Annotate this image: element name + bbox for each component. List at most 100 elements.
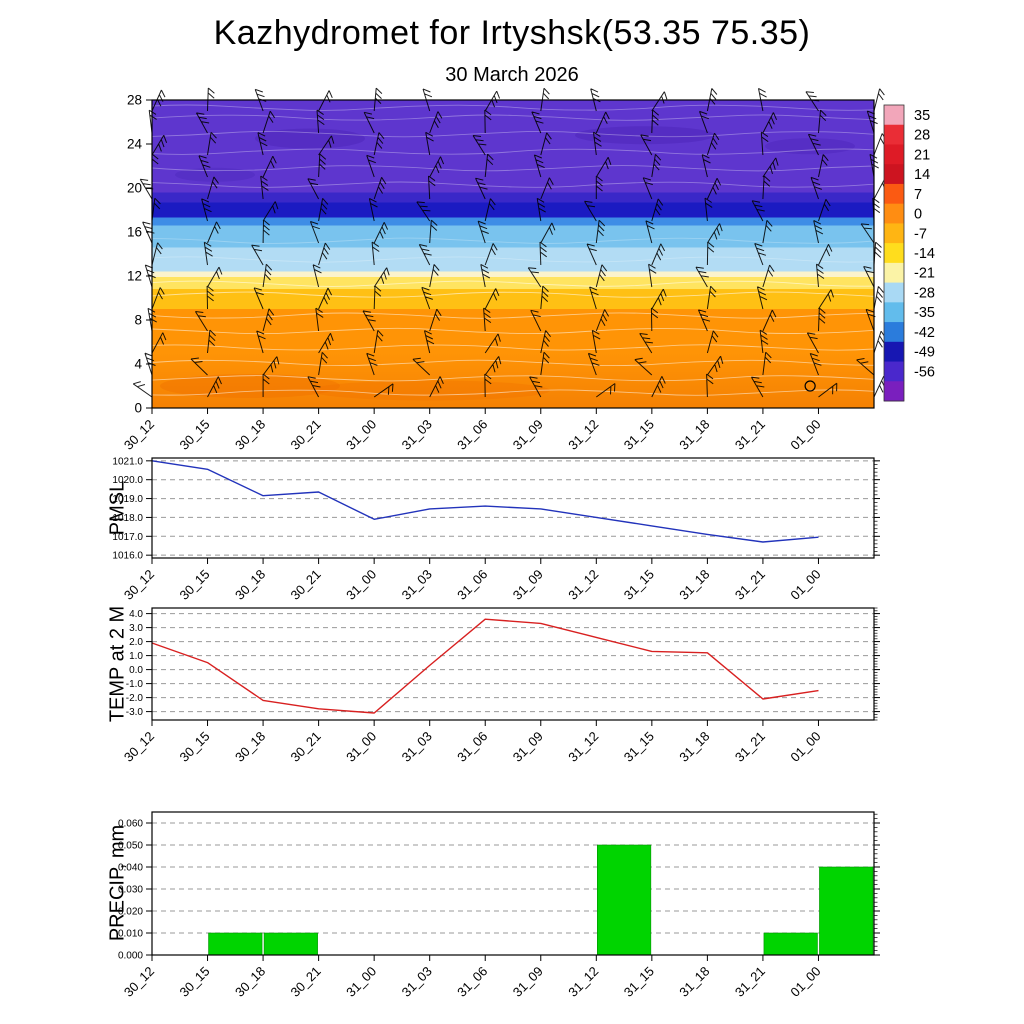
colorbar-label: -21 xyxy=(914,266,935,282)
x-tick-label: 31_09 xyxy=(510,567,546,603)
x-tick-label: 31_09 xyxy=(510,729,546,765)
x-tick-label: 31_18 xyxy=(676,417,712,453)
colorbar-label: -35 xyxy=(914,305,935,321)
colorbar-segment xyxy=(884,361,904,382)
y-tick-label: 0.050 xyxy=(118,841,143,852)
x-tick-label: 31_12 xyxy=(565,729,601,765)
x-tick-label: 31_15 xyxy=(621,417,657,453)
x-tick-label: 30_15 xyxy=(176,729,212,765)
contour-line xyxy=(151,312,875,319)
temp-at-2-m-series-line xyxy=(151,618,819,714)
colorbar-label: 35 xyxy=(914,108,930,124)
y-tick-label: 8 xyxy=(134,313,142,328)
colorbar-label: -28 xyxy=(914,285,935,301)
contour-line xyxy=(151,165,875,172)
x-tick-label: 01_00 xyxy=(787,567,823,603)
y-tick-label: 4 xyxy=(134,357,142,372)
y-tick-label: 1017.0 xyxy=(112,532,143,543)
x-tick-label: 31_21 xyxy=(732,729,768,765)
colorbar-label: 28 xyxy=(914,128,930,144)
x-tick-label: 01_00 xyxy=(787,417,823,453)
page-title: Kazhydromet for Irtyshsk(53.35 75.35) xyxy=(213,14,811,52)
x-tick-label: 31_18 xyxy=(676,964,712,1000)
colorbar-label: 21 xyxy=(914,147,930,163)
colorbar-label: -14 xyxy=(914,246,935,262)
panel-border xyxy=(151,607,875,721)
y-tick-label: 1020.0 xyxy=(112,475,143,486)
precip-bar xyxy=(819,866,874,956)
purple-patch xyxy=(765,138,855,155)
y-tick-label: 0.060 xyxy=(118,819,143,830)
colorbar-segment xyxy=(884,183,904,205)
x-tick-label: 30_18 xyxy=(232,567,268,603)
colorbar-segment xyxy=(884,282,904,303)
colorbar-border xyxy=(883,104,905,402)
x-tick-label: 31_00 xyxy=(343,567,379,603)
x-tick-label: 31_06 xyxy=(454,567,490,603)
colorbar-segment xyxy=(884,144,904,165)
x-tick-label: 31_03 xyxy=(399,964,435,1000)
x-tick-label: 31_06 xyxy=(454,729,490,765)
x-tick-label: 30_18 xyxy=(232,964,268,1000)
x-tick-label: 30_12 xyxy=(121,964,157,1000)
x-tick-label: 31_00 xyxy=(343,417,379,453)
contour-line xyxy=(151,104,875,111)
x-tick-label: 31_21 xyxy=(732,417,768,453)
colorbar-segment xyxy=(884,322,904,343)
contour-line xyxy=(151,344,875,351)
colorbar-label: -49 xyxy=(914,345,935,361)
precip-bar xyxy=(763,932,818,956)
pmsl-panel: 1016.0 1017.0 1018.0 1019.0 1020.0 1021.0 30_1… xyxy=(112,456,880,603)
contour-line xyxy=(151,280,875,287)
purple-patch xyxy=(175,167,255,182)
precip-bar xyxy=(263,932,318,956)
colorbar-segment xyxy=(884,105,904,126)
y-tick-label: 0.0 xyxy=(129,665,143,676)
x-tick-label: 31_15 xyxy=(621,567,657,603)
contour-line xyxy=(151,114,875,121)
x-tick-label: 31_03 xyxy=(399,729,435,765)
y-tick-label: 1018.0 xyxy=(112,513,143,524)
x-tick-label: 31_09 xyxy=(510,964,546,1000)
x-tick-label: 30_12 xyxy=(121,729,157,765)
colorbar: 35 28 21 14 7 0 -7 -14 -21 -28 -35 -42 -49 -56 xyxy=(883,104,935,402)
x-tick-label: 31_12 xyxy=(565,567,601,603)
y-tick-label: 16 xyxy=(127,225,142,240)
purple-patch xyxy=(255,128,365,149)
y-tick-label: 0.010 xyxy=(118,929,143,940)
y-tick-label: 4.0 xyxy=(129,609,143,620)
x-tick-label: 30_15 xyxy=(176,417,212,453)
contour-line xyxy=(151,148,875,155)
xsection-panel: 0 4 8 12 16 20 24 28 30_12 30_15 30_18 30_21 31_00 31… xyxy=(121,87,935,453)
colorbar-segment xyxy=(884,243,904,264)
date-subtitle: 30 March 2026 xyxy=(445,64,579,86)
x-tick-label: 01_00 xyxy=(787,729,823,765)
y-tick-label: 1.0 xyxy=(129,651,143,662)
colorbar-label: -42 xyxy=(914,325,935,341)
y-tick-label: 1019.0 xyxy=(112,494,143,505)
x-tick-label: 31_03 xyxy=(399,417,435,453)
y-tick-label: 20 xyxy=(127,181,142,196)
y-tick-label: -2.0 xyxy=(126,693,144,704)
y-tick-label: 2.0 xyxy=(129,637,143,648)
x-tick-label: 31_09 xyxy=(510,417,546,453)
station-marker-circle xyxy=(804,380,816,392)
y-tick-label: 3.0 xyxy=(129,623,143,634)
x-tick-label: 31_15 xyxy=(621,729,657,765)
precip-bar xyxy=(208,932,263,956)
contour-line xyxy=(151,181,875,188)
x-tick-label: 30_18 xyxy=(232,417,268,453)
x-tick-label: 31_15 xyxy=(621,964,657,1000)
x-tick-label: 30_15 xyxy=(176,567,212,603)
y-tick-label: 0.030 xyxy=(118,885,143,896)
x-tick-label: 30_21 xyxy=(288,417,324,453)
contour-line xyxy=(151,359,875,367)
x-tick-label: 31_06 xyxy=(454,964,490,1000)
colorbar-segment xyxy=(884,164,904,185)
x-tick-label: 30_15 xyxy=(176,964,212,1000)
x-tick-label: 30_12 xyxy=(121,567,157,603)
x-tick-label: 31_18 xyxy=(676,567,712,603)
y-tick-label: 1016.0 xyxy=(112,551,143,562)
